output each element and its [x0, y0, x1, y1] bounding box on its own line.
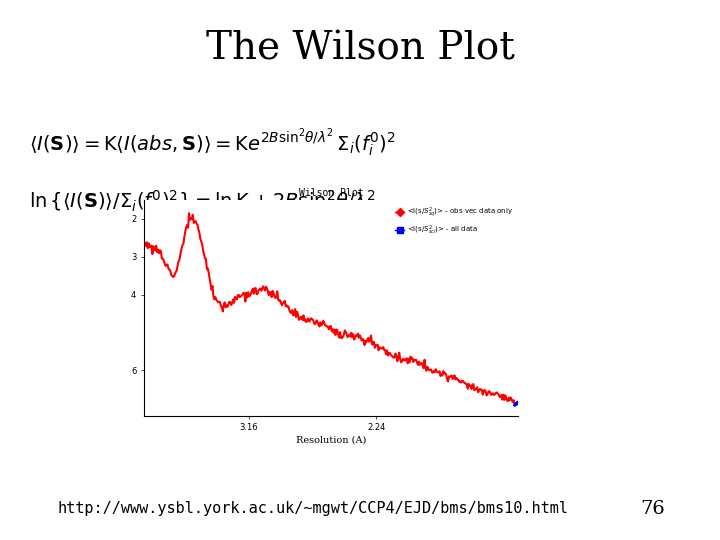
Text: http://www.ysbl.york.ac.uk/~mgwt/CCP4/EJD/bms/bms10.html: http://www.ysbl.york.ac.uk/~mgwt/CCP4/EJ… — [58, 501, 569, 516]
Legend: <I(s/$S^2_{sq}$)> - obs vec data only, <I(s/$S^2_{scl}$)> - all data: <I(s/$S^2_{sq}$)> - obs vec data only, <… — [393, 203, 515, 239]
Title: Wilson Plot: Wilson Plot — [299, 187, 364, 198]
Text: $\ln\{\langle I(\mathbf{S})\rangle / \Sigma_i(f_i^0)^2\} = \ln \mathrm{K} + 2B\s: $\ln\{\langle I(\mathbf{S})\rangle / \Si… — [29, 189, 376, 216]
Text: $\langle I(\mathbf{S})\rangle = \mathrm{K}\langle I(\mathit{abs},\mathbf{S})\ran: $\langle I(\mathbf{S})\rangle = \mathrm{… — [29, 127, 395, 159]
Text: 76: 76 — [641, 500, 665, 518]
Text: The Wilson Plot: The Wilson Plot — [206, 30, 514, 67]
X-axis label: Resolution (A): Resolution (A) — [296, 435, 366, 444]
